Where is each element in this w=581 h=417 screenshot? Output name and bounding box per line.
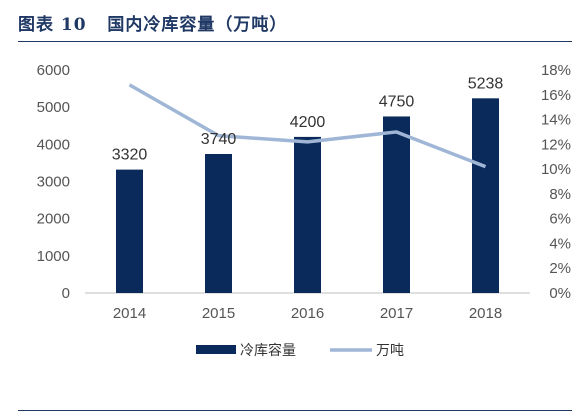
bar (472, 98, 499, 293)
chart-line (128, 83, 487, 169)
data-label: 5238 (468, 75, 504, 92)
y-left-tick-label: 1000 (37, 248, 70, 265)
y-left-tick-label: 6000 (37, 62, 70, 79)
chart-data-labels: 3320 3740 4200 4750 5238 (112, 75, 504, 163)
y-right-tick-label: 2% (549, 260, 571, 277)
bar (383, 116, 410, 293)
y-right-tick-label: 12% (541, 136, 571, 153)
y-right-tick-label: 0% (549, 285, 571, 302)
data-label: 3320 (112, 147, 148, 164)
y-right-tick-label: 4% (549, 235, 571, 252)
legend-line-label: 万吨 (376, 343, 404, 359)
bar (116, 169, 143, 293)
y-right-tick-label: 8% (549, 186, 571, 203)
data-label: 3740 (201, 131, 237, 148)
figure-title: 图表 10 国内冷库容量（万吨） (18, 10, 287, 35)
title-rule (18, 41, 572, 42)
x-tick-label: 2014 (113, 305, 146, 322)
y-right-tick-label: 18% (541, 62, 571, 79)
y-left-tick-label: 0 (62, 285, 70, 302)
y-right-tick-label: 14% (541, 112, 571, 129)
figure-label: 图表 10 (18, 15, 87, 35)
y-right-tick-label: 10% (541, 161, 571, 178)
y-left-tick-label: 2000 (37, 211, 70, 228)
bottom-rule (18, 410, 572, 411)
y-left-tick-label: 3000 (37, 174, 70, 191)
chart-bars (116, 98, 499, 293)
y-right-tick-label: 16% (541, 87, 571, 104)
x-tick-label: 2015 (202, 305, 235, 322)
data-label: 4750 (379, 93, 415, 110)
legend-bar-swatch (196, 345, 236, 354)
chart-axes: 0 1000 2000 3000 4000 5000 6000 0% 2% 4% 6% 8% 10% 12… (37, 62, 571, 322)
x-tick-label: 2018 (469, 305, 502, 322)
y-left-tick-label: 4000 (37, 136, 70, 153)
chart-legend: 冷库容量 万吨 (196, 342, 404, 359)
bar (294, 136, 321, 293)
x-tick-label: 2017 (380, 305, 413, 322)
y-left-tick-label: 5000 (37, 99, 70, 116)
figure-title-text: 国内冷库容量（万吨） (107, 15, 288, 35)
bar (205, 153, 232, 293)
y-right-tick-label: 6% (549, 211, 571, 228)
data-label: 4200 (290, 114, 326, 131)
legend-bar-label: 冷库容量 (240, 342, 296, 359)
x-tick-label: 2016 (291, 305, 324, 322)
